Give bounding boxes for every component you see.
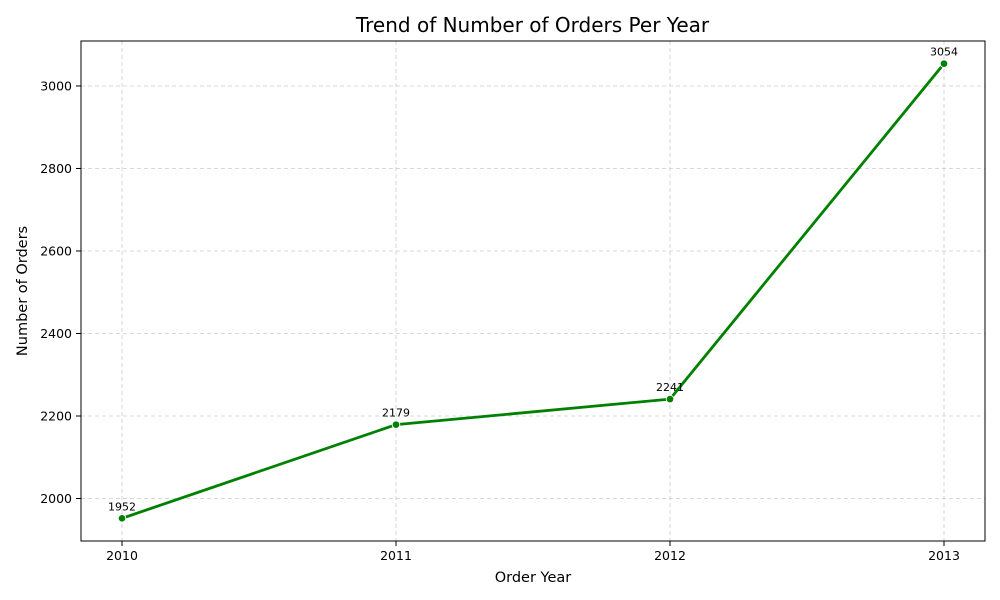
series-line-layer	[121, 62, 946, 520]
data-label: 2241	[656, 381, 684, 394]
x-tick-label: 2013	[928, 548, 960, 563]
y-tick-label: 2200	[40, 409, 72, 424]
data-labels: 1952 2179 2241 3054	[108, 46, 958, 514]
data-point	[939, 59, 949, 68]
y-tick-label: 3000	[40, 78, 72, 93]
y-tick-label: 2600	[40, 243, 72, 258]
axes-ticks: 2010 2011 2012 2013 2000 2200 2400 2600 2800 3000	[40, 78, 960, 563]
plot-frame	[80, 40, 986, 542]
data-label: 1952	[108, 500, 136, 513]
data-label: 2179	[382, 407, 410, 420]
y-tick-label: 2000	[40, 491, 72, 506]
y-tick-label: 2800	[40, 161, 72, 176]
data-label: 3054	[930, 46, 958, 59]
data-point	[665, 394, 675, 404]
data-point	[117, 514, 127, 523]
grid	[81, 41, 985, 541]
x-axis-label: Order Year	[495, 570, 572, 586]
y-tick-label: 2400	[40, 326, 72, 341]
data-point	[391, 420, 401, 429]
data-points	[117, 59, 949, 523]
x-tick-label: 2010	[106, 548, 138, 563]
series-line	[121, 62, 946, 520]
x-tick-label: 2011	[380, 548, 412, 563]
chart-title: Trend of Number of Orders Per Year	[355, 13, 710, 37]
x-tick-label: 2012	[654, 548, 686, 563]
y-axis-label: Number of Orders	[15, 226, 31, 356]
